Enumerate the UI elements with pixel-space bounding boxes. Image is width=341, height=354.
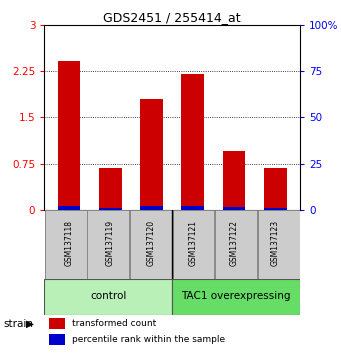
Text: control: control: [90, 291, 127, 301]
Bar: [223, 207, 246, 210]
Text: GSM137123: GSM137123: [271, 220, 280, 266]
Text: percentile rank within the sample: percentile rank within the sample: [73, 335, 226, 344]
Bar: [99, 168, 122, 210]
Bar: [264, 208, 287, 210]
Text: ▶: ▶: [26, 319, 33, 329]
Bar: [172, 279, 300, 314]
Text: GSM137120: GSM137120: [147, 220, 156, 266]
Bar: [181, 74, 204, 210]
Bar: [140, 99, 163, 210]
Bar: [140, 206, 163, 210]
Bar: [49, 334, 65, 345]
Bar: [264, 168, 287, 210]
Bar: [215, 210, 257, 279]
Text: strain: strain: [3, 319, 33, 329]
Title: GDS2451 / 255414_at: GDS2451 / 255414_at: [103, 11, 241, 24]
Bar: [99, 208, 122, 210]
Text: TAC1 overexpressing: TAC1 overexpressing: [181, 291, 291, 301]
Text: GSM137121: GSM137121: [188, 220, 197, 266]
Bar: [44, 279, 172, 314]
Text: GSM137119: GSM137119: [106, 220, 115, 266]
Bar: [49, 318, 65, 329]
Bar: [181, 206, 204, 210]
Bar: [45, 210, 87, 279]
Bar: [173, 210, 214, 279]
Text: GSM137118: GSM137118: [64, 220, 74, 266]
Bar: [130, 210, 172, 279]
Bar: [87, 210, 129, 279]
Bar: [258, 210, 300, 279]
Bar: [58, 206, 80, 210]
Text: GSM137122: GSM137122: [229, 220, 239, 266]
Bar: [223, 151, 246, 210]
Bar: [58, 61, 80, 210]
Text: transformed count: transformed count: [73, 319, 157, 328]
